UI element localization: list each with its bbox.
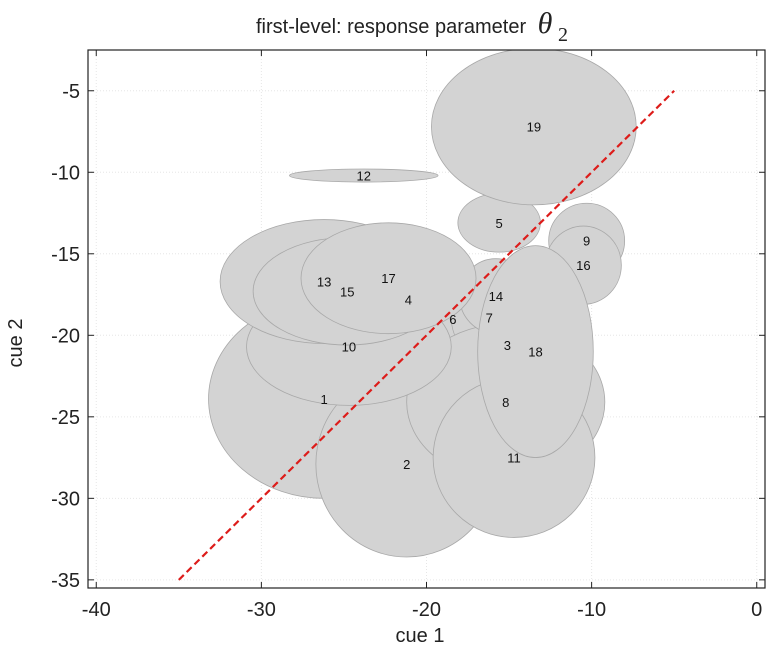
point-label-2: 2 xyxy=(403,457,410,472)
y-tick-label: -25 xyxy=(51,407,80,429)
point-label-8: 8 xyxy=(502,395,509,410)
y-tick-label: -5 xyxy=(62,81,80,103)
y-tick-label: -35 xyxy=(51,570,80,592)
y-tick-label: -10 xyxy=(51,162,80,184)
point-label-5: 5 xyxy=(496,216,503,231)
grid xyxy=(88,50,765,588)
y-axis-title: cue 2 xyxy=(5,319,27,368)
point-label-18: 18 xyxy=(528,345,542,360)
ellipses xyxy=(208,50,637,558)
ellipse-17 xyxy=(300,222,477,335)
point-label-17: 17 xyxy=(381,271,395,286)
chart-title-subscript: 2 xyxy=(558,24,568,46)
reference-line-group xyxy=(178,89,675,581)
point-label-4: 4 xyxy=(405,292,412,307)
point-label-12: 12 xyxy=(357,169,371,184)
point-label-11: 11 xyxy=(507,451,521,466)
chart-title-symbol: θ xyxy=(538,7,553,40)
point-label-16: 16 xyxy=(576,258,590,273)
ticks xyxy=(88,50,765,588)
x-axis-title: cue 1 xyxy=(396,625,445,647)
x-tick-label: 0 xyxy=(751,599,762,621)
point-label-7: 7 xyxy=(486,310,493,325)
x-tick-label: -10 xyxy=(577,599,606,621)
chart-title: first-level: response parameter θ 2 xyxy=(256,7,568,46)
tick-labels: -40 -30 -20 -10 0 -35 -30 -25 -20 -15 -10 -5 xyxy=(51,81,762,621)
point-label-14: 14 xyxy=(489,289,503,304)
y-tick-label: -20 xyxy=(51,325,80,347)
ellipse-18 xyxy=(477,245,594,458)
point-label-13: 13 xyxy=(317,275,331,290)
x-tick-label: -40 xyxy=(82,599,111,621)
point-label-10: 10 xyxy=(342,340,356,355)
point-label-9: 9 xyxy=(583,234,590,249)
point-label-6: 6 xyxy=(449,312,456,327)
y-tick-label: -15 xyxy=(51,244,80,266)
x-tick-label: -30 xyxy=(247,599,276,621)
ellipse-19 xyxy=(431,50,637,206)
point-label-3: 3 xyxy=(504,338,511,353)
ellipse-12 xyxy=(289,168,439,183)
reference-line xyxy=(178,89,675,581)
y-tick-label: -30 xyxy=(51,488,80,510)
point-label-1: 1 xyxy=(321,392,328,407)
chart-title-text: first-level: response parameter xyxy=(256,16,526,38)
point-label-19: 19 xyxy=(527,120,541,135)
x-tick-label: -20 xyxy=(412,599,441,621)
point-label-15: 15 xyxy=(340,284,354,299)
